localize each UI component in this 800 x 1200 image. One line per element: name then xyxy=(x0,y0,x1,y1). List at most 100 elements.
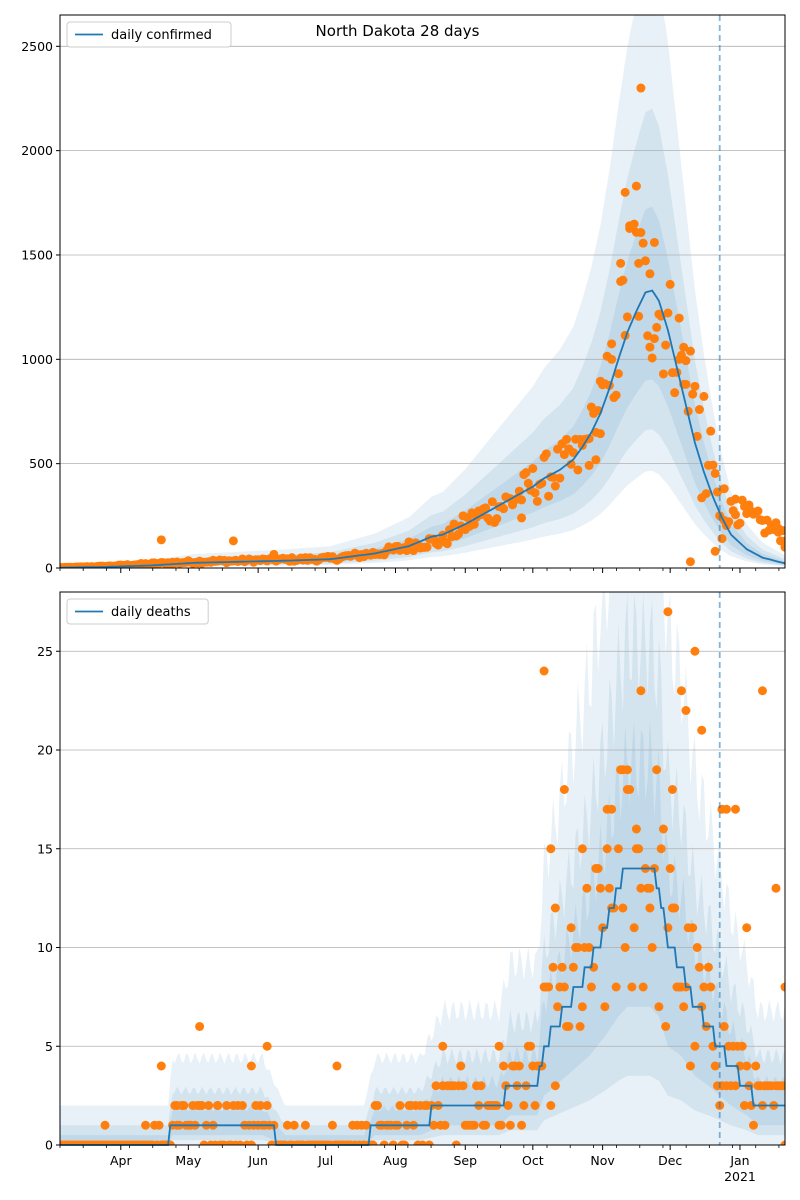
confirmed-legend-box xyxy=(66,21,232,48)
x-tick-label: Sep xyxy=(453,1153,477,1168)
observed-point xyxy=(631,824,641,834)
observed-point xyxy=(611,982,621,992)
observed-point xyxy=(645,903,655,913)
observed-point xyxy=(730,1081,740,1091)
confidence-band-3 xyxy=(60,206,785,568)
confirmed-model-line xyxy=(60,289,786,569)
observed-point xyxy=(679,342,689,352)
observed-point xyxy=(676,686,686,696)
observed-point xyxy=(654,1002,664,1012)
observed-point xyxy=(730,510,740,520)
observed-point xyxy=(550,903,560,913)
x-tick-label: Nov xyxy=(590,1153,615,1168)
observed-point xyxy=(719,1022,729,1031)
deaths-legend: daily deaths xyxy=(66,598,209,625)
observed-point xyxy=(235,1140,245,1145)
observed-point xyxy=(372,1101,382,1110)
observed-point xyxy=(204,1101,214,1110)
observed-point xyxy=(753,506,763,516)
confidence-band-3 xyxy=(60,718,785,1145)
confidence-band-2 xyxy=(60,108,785,568)
observed-point xyxy=(710,546,720,556)
observed-point xyxy=(665,279,675,289)
observed-point xyxy=(499,504,509,514)
y-tick-label: 2000 xyxy=(21,143,53,158)
confirmed-panel: 0 500 1000 1500 2000 2500 North Dakota 28 day… xyxy=(21,14,786,576)
observed-point xyxy=(575,1022,585,1031)
observed-point xyxy=(708,460,718,470)
observed-point xyxy=(289,1120,299,1130)
observed-point xyxy=(424,1140,434,1145)
deaths-legend-label: daily deaths xyxy=(111,605,191,620)
observed-point xyxy=(625,221,635,231)
confidence-band-1 xyxy=(60,15,785,568)
observed-point xyxy=(622,312,632,322)
observed-point xyxy=(613,844,623,854)
observed-point xyxy=(262,1041,272,1051)
observed-point xyxy=(100,1120,110,1130)
observed-point xyxy=(487,497,497,507)
observed-point xyxy=(631,181,641,191)
observed-point xyxy=(526,1041,536,1051)
observed-point xyxy=(591,427,601,437)
observed-point xyxy=(300,1120,310,1130)
y-tick-label: 0 xyxy=(45,1138,53,1153)
observed-point xyxy=(593,864,603,873)
observed-point xyxy=(456,1061,466,1071)
observed-point xyxy=(156,535,166,545)
observed-point xyxy=(595,376,605,386)
observed-point xyxy=(496,1120,506,1130)
observed-point xyxy=(658,369,668,379)
observed-point xyxy=(451,1140,461,1145)
observed-point xyxy=(667,785,677,794)
observed-point xyxy=(670,388,680,398)
observed-point xyxy=(634,844,644,854)
observed-point xyxy=(141,1120,151,1130)
observed-point xyxy=(663,607,673,617)
observed-point xyxy=(517,513,527,523)
model-line xyxy=(60,867,785,1146)
observed-point xyxy=(690,646,700,656)
observed-point xyxy=(685,1061,695,1071)
observed-point xyxy=(634,311,644,321)
observed-point xyxy=(602,844,612,854)
observed-point xyxy=(481,503,491,513)
deaths-panel: 0 5 10 15 20 25 Apr May Jun Jul Aug Sep Oct Nov Dec Ja… xyxy=(37,591,786,1184)
y-tick-label: 25 xyxy=(37,644,53,659)
confirmed-plot-frame xyxy=(59,14,786,569)
observed-point xyxy=(674,354,684,364)
observed-point xyxy=(636,883,646,893)
observed-point xyxy=(559,982,569,992)
x-tick-label: Jan xyxy=(729,1153,749,1168)
observed-point xyxy=(658,824,668,834)
observed-point xyxy=(742,1061,752,1071)
observed-point xyxy=(379,1140,389,1145)
observed-point xyxy=(368,1140,378,1145)
observed-point xyxy=(670,903,680,913)
observed-point xyxy=(179,1101,189,1110)
x-tick-label: May xyxy=(175,1153,201,1168)
observed-point xyxy=(553,1002,563,1012)
x-tick-label: Oct xyxy=(522,1153,544,1168)
observed-point xyxy=(246,1061,256,1071)
observed-point xyxy=(469,519,479,529)
observed-point xyxy=(521,468,531,478)
observed-point xyxy=(469,1120,479,1130)
observed-point xyxy=(332,1061,342,1071)
observed-point xyxy=(584,943,594,952)
observed-point xyxy=(544,982,554,992)
observed-point xyxy=(656,844,666,854)
observed-point xyxy=(607,804,617,814)
observed-point xyxy=(661,1022,671,1031)
observed-point xyxy=(773,523,783,533)
observed-point xyxy=(780,542,785,552)
y-tick-label: 2500 xyxy=(21,39,53,54)
observed-point xyxy=(690,1041,700,1051)
observed-point xyxy=(739,1101,749,1110)
observed-point xyxy=(748,1120,758,1130)
observed-point xyxy=(573,465,583,475)
observed-point xyxy=(557,962,567,972)
observed-point xyxy=(454,529,464,539)
observed-point xyxy=(730,804,740,814)
observed-point xyxy=(422,542,432,552)
